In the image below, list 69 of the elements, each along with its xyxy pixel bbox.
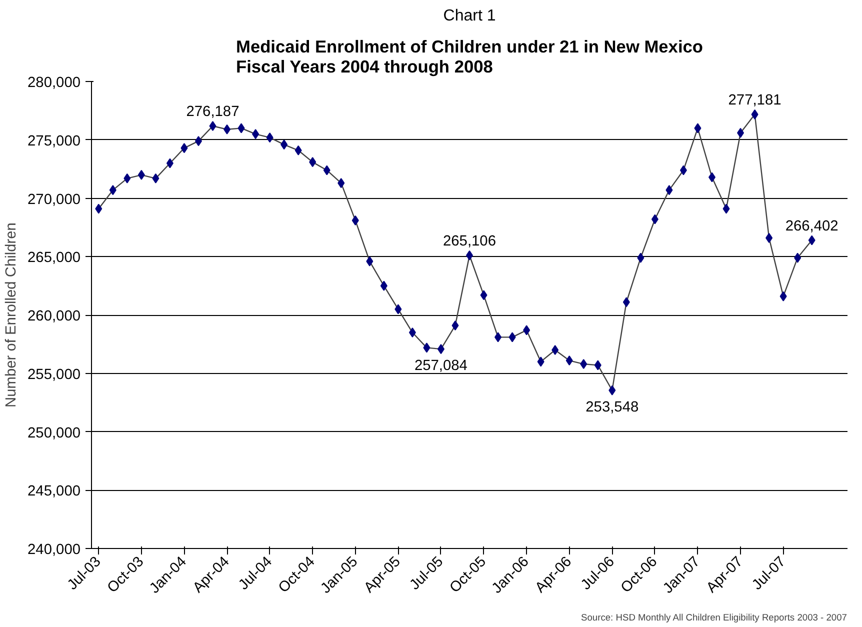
point xyxy=(666,185,673,196)
point xyxy=(95,204,102,214)
point xyxy=(622,297,630,308)
point xyxy=(437,344,444,354)
point xyxy=(566,356,573,366)
y-tick-label: 240,000 xyxy=(28,542,81,558)
point xyxy=(323,165,330,176)
y-tick-label: 260,000 xyxy=(28,308,81,324)
point xyxy=(494,332,502,342)
data-label: 277,181 xyxy=(728,92,782,108)
point xyxy=(338,178,345,188)
chart-subtitle: Chart 1 xyxy=(443,8,496,24)
point xyxy=(166,158,174,168)
point xyxy=(352,215,359,226)
point xyxy=(594,360,602,370)
point xyxy=(766,232,773,243)
point xyxy=(380,280,388,291)
point xyxy=(180,143,188,154)
y-tick-label: 275,000 xyxy=(28,133,81,150)
point xyxy=(637,252,644,263)
point xyxy=(708,172,716,182)
point xyxy=(523,325,530,336)
point xyxy=(280,140,288,150)
y-axis-title: Number of Enrolled Children xyxy=(4,222,20,408)
point xyxy=(580,359,588,370)
y-tick-label: 255,000 xyxy=(28,366,81,383)
point xyxy=(508,332,516,342)
source-note: Source: HSD Monthly All Children Eligibility Reports 2003 - 2007 xyxy=(581,612,847,622)
point xyxy=(266,132,274,143)
point xyxy=(366,256,374,266)
data-label: 266,402 xyxy=(785,218,838,234)
point xyxy=(138,170,145,180)
point xyxy=(608,385,616,396)
point xyxy=(152,173,160,184)
point xyxy=(238,123,245,134)
point xyxy=(722,204,730,214)
y-tick-label: 270,000 xyxy=(28,192,81,208)
point xyxy=(109,185,116,196)
point xyxy=(252,129,260,140)
data-label: 253,548 xyxy=(586,399,639,416)
point xyxy=(552,345,559,356)
y-tick-label: 280,000 xyxy=(28,75,81,91)
point xyxy=(452,320,459,331)
point xyxy=(751,109,758,120)
data-label: 257,084 xyxy=(414,358,468,374)
point xyxy=(737,128,744,138)
data-label: 276,187 xyxy=(186,104,240,120)
point xyxy=(808,235,816,246)
chart-title: Medicaid Enrollment of Children under 21 in New Mexico Fiscal Years 2004 through 2008 xyxy=(236,36,703,76)
point xyxy=(680,165,687,176)
point xyxy=(694,123,702,134)
point xyxy=(480,290,488,300)
point xyxy=(537,356,544,367)
point xyxy=(224,124,231,134)
data-label: 265,106 xyxy=(443,233,496,250)
point xyxy=(794,252,802,263)
y-tick-label: 250,000 xyxy=(28,425,81,442)
point xyxy=(209,121,216,132)
point xyxy=(124,173,131,184)
point xyxy=(780,291,787,302)
point xyxy=(309,157,316,168)
point xyxy=(423,342,430,353)
y-tick-label: 265,000 xyxy=(28,250,81,266)
point xyxy=(408,328,416,338)
y-tick-label: 245,000 xyxy=(28,484,81,500)
point xyxy=(194,136,202,146)
point xyxy=(294,145,302,156)
point xyxy=(651,214,658,224)
point xyxy=(394,304,402,314)
